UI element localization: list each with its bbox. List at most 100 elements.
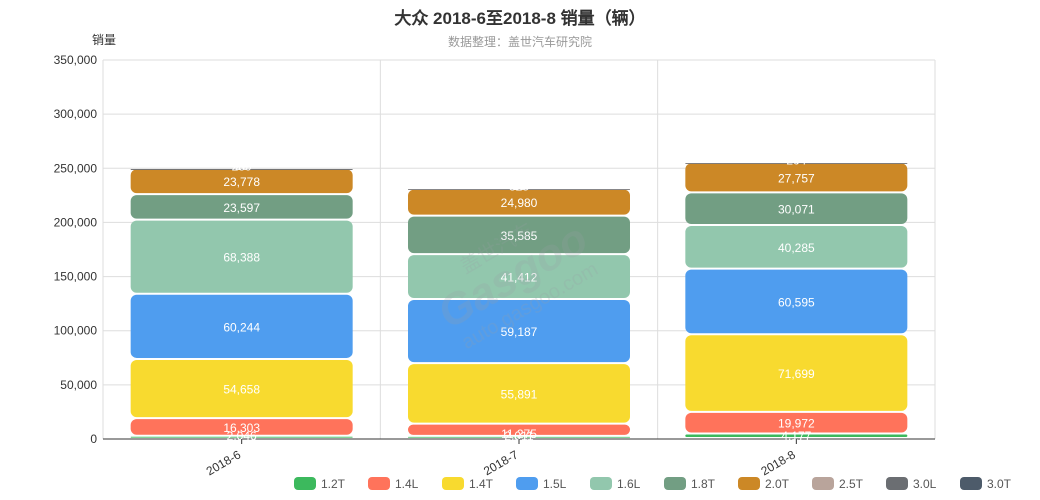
legend-label: 1.6L <box>617 477 641 491</box>
data-label: 15 <box>512 179 526 193</box>
x-tick-label: 2018-7 <box>481 447 521 478</box>
data-label: 4 <box>793 153 800 167</box>
bar-segment-1-2T-2018-7 <box>408 436 630 438</box>
bar-segment-1-5L-2018-7 <box>408 300 630 363</box>
bar-segment-2-0T-2018-7 <box>408 189 630 215</box>
legend-item-1-4T[interactable]: 1.4T <box>442 477 494 491</box>
chart-subtitle: 数据整理：盖世汽车研究院 <box>448 34 592 49</box>
x-tick-label: 2018-8 <box>758 447 798 478</box>
data-label: 23,597 <box>223 201 260 215</box>
bar-segment-1-2T-2018-8 <box>685 434 908 437</box>
legend-label: 3.0L <box>913 477 937 491</box>
data-label: 71,699 <box>778 367 815 381</box>
bar-segment-3-0L-2018-7 <box>408 189 630 191</box>
legend-swatch <box>516 477 538 490</box>
legend-item-3-0T[interactable]: 3.0T <box>960 477 1012 491</box>
data-label: 24,980 <box>501 196 538 210</box>
y-axis-ticks: 0 50,000 100,000 150,000 200,000 250,000 300,0… <box>54 53 98 446</box>
data-label: 60,595 <box>778 295 815 309</box>
bar-segment-1-4T-2018-7 <box>408 364 630 423</box>
legend-label: 1.8T <box>691 477 716 491</box>
bars <box>130 163 908 438</box>
bar-segment-2-0T-2018-6 <box>130 169 353 194</box>
data-label: 19,972 <box>778 417 815 431</box>
legend-label: 2.0T <box>765 477 790 491</box>
legend-item-2-5T[interactable]: 2.5T <box>812 477 864 491</box>
data-label: 2,011 <box>504 429 533 443</box>
legend-item-1-4L[interactable]: 1.4L <box>368 477 419 491</box>
bar-segment-1-8T-2018-8 <box>685 193 908 224</box>
data-label: 60,244 <box>223 320 260 334</box>
data-label: 59,187 <box>501 325 538 339</box>
x-axis-ticks: 2018-6 2018-7 2018-8 <box>204 439 798 478</box>
data-label: 20 <box>235 159 249 173</box>
bar-segment-1-4T-2018-8 <box>685 335 908 411</box>
legend-label: 3.0T <box>987 477 1012 491</box>
legend-swatch <box>442 477 464 490</box>
data-label: 55,891 <box>501 387 538 401</box>
legend-swatch <box>886 477 908 490</box>
legend-item-2-0T[interactable]: 2.0T <box>738 477 790 491</box>
y-tick-label: 300,000 <box>54 107 98 121</box>
y-tick-label: 0 <box>90 432 97 446</box>
bar-segment-1-6L-2018-8 <box>685 225 908 268</box>
y-tick-label: 100,000 <box>54 324 98 338</box>
data-label: 54,658 <box>223 383 260 397</box>
bar-segment-3-0L-2018-8 <box>685 163 908 164</box>
bar-segment-3-0L-2018-6 <box>130 169 353 170</box>
legend-swatch <box>294 477 316 490</box>
bar-segment-1-5L-2018-8 <box>685 269 908 334</box>
data-label: 2,046 <box>227 429 257 443</box>
legend-label: 1.4L <box>395 477 419 491</box>
bar-segment-2-0T-2018-8 <box>685 163 908 192</box>
legend-label: 2.5T <box>839 477 864 491</box>
y-tick-label: 50,000 <box>60 378 97 392</box>
data-label: 40,285 <box>778 241 815 255</box>
bar-segment-1-8T-2018-7 <box>408 216 630 254</box>
bar-segment-1-4L-2018-7 <box>408 424 630 435</box>
legend: 1.2T 1.4L 1.4T 1.5L 1.6L 1.8T 2.0T 2.5T 3.0L 3.0T <box>294 477 1012 491</box>
y-tick-label: 150,000 <box>54 270 98 284</box>
data-label: 41,412 <box>501 271 538 285</box>
legend-swatch <box>812 477 834 490</box>
data-label: 325 <box>509 180 529 194</box>
y-tick-label: 250,000 <box>54 161 98 175</box>
legend-swatch <box>960 477 982 490</box>
bar-segment-1-8T-2018-6 <box>130 195 353 219</box>
bar-segment-1-5L-2018-6 <box>130 294 353 358</box>
legend-label: 1.5L <box>543 477 567 491</box>
data-label: 35,585 <box>501 229 538 243</box>
bar-segment-1-6L-2018-7 <box>408 255 630 299</box>
data-label: 16,303 <box>223 421 260 435</box>
legend-swatch <box>738 477 760 490</box>
bar-segment-1-4L-2018-6 <box>130 419 353 435</box>
legend-swatch <box>664 477 686 490</box>
legend-item-1-8T[interactable]: 1.8T <box>664 477 716 491</box>
bar-segment-1-4L-2018-8 <box>685 412 908 433</box>
legend-swatch <box>368 477 390 490</box>
legend-label: 1.4T <box>469 477 494 491</box>
legend-item-1-5L[interactable]: 1.5L <box>516 477 567 491</box>
x-tick-label: 2018-6 <box>204 447 244 478</box>
legend-item-1-2T[interactable]: 1.2T <box>294 477 346 491</box>
data-label: 289 <box>232 159 252 173</box>
y-tick-label: 350,000 <box>54 53 98 67</box>
data-label: 68,388 <box>223 251 260 265</box>
bar-segment-1-6L-2018-6 <box>130 220 353 293</box>
bar-segment-1-4T-2018-6 <box>130 359 353 418</box>
data-label: 4,177 <box>781 429 811 443</box>
data-label: 23,778 <box>223 175 260 189</box>
data-label: 204 <box>786 153 806 167</box>
legend-label: 1.2T <box>321 477 346 491</box>
data-label: 30,071 <box>778 203 815 217</box>
legend-item-3-0L[interactable]: 3.0L <box>886 477 937 491</box>
y-tick-label: 200,000 <box>54 215 98 229</box>
data-label: 27,757 <box>778 171 815 185</box>
bar-segment-1-2T-2018-6 <box>130 436 353 438</box>
legend-item-1-6L[interactable]: 1.6L <box>590 477 641 491</box>
chart-title: 大众 2018-6至2018-8 销量（辆） <box>394 8 645 28</box>
data-label: 11,275 <box>501 427 537 441</box>
y-axis-label: 销量 <box>92 33 116 47</box>
